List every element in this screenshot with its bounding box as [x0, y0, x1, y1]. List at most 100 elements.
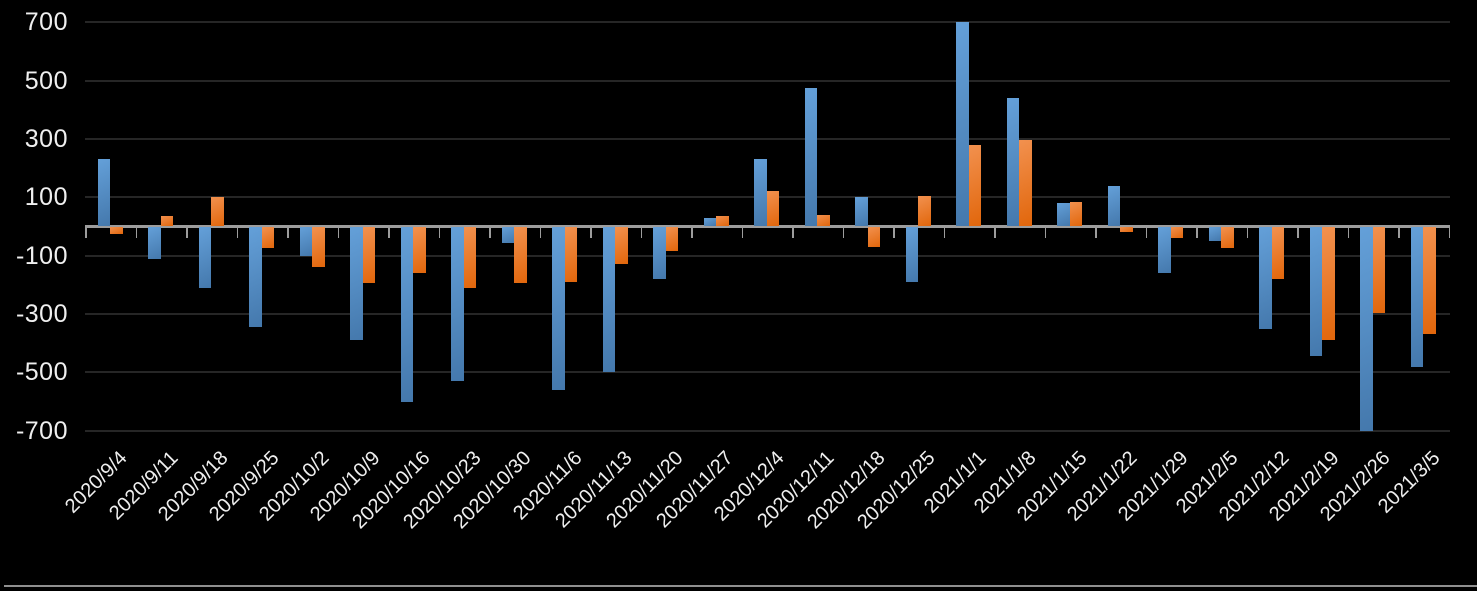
bar-series-blue-2020/12/25[interactable]: [905, 226, 919, 282]
x-axis-tick-mark: [135, 227, 138, 238]
bar-series-orange-2021/2/26[interactable]: [1372, 226, 1386, 313]
x-axis-tick-mark: [691, 227, 693, 238]
x-axis-tick-mark: [640, 227, 643, 238]
bar-series-orange-2020/11/27[interactable]: [716, 216, 729, 227]
bar-series-orange-2021/1/22[interactable]: [1120, 226, 1133, 233]
bar-series-blue-2020/9/11[interactable]: [148, 226, 161, 259]
bar-series-blue-2020/9/25[interactable]: [249, 226, 262, 328]
bar-series-blue-2021/2/5[interactable]: [1208, 226, 1222, 242]
y-axis-tick-label: -700: [15, 416, 68, 445]
gridline-y--300: [85, 313, 1450, 315]
bar-series-blue-2021/1/15[interactable]: [1057, 203, 1070, 227]
x-axis-tick-mark: [388, 227, 390, 238]
bar-series-orange-2021/2/5[interactable]: [1221, 226, 1234, 249]
bar-series-blue-2021/1/29[interactable]: [1158, 226, 1171, 274]
bar-series-blue-2020/12/18[interactable]: [855, 197, 868, 227]
chart-bottom-border: [4, 585, 1477, 588]
x-axis-tick-mark: [792, 227, 794, 238]
bar-series-blue-2020/10/30[interactable]: [501, 226, 515, 243]
x-axis-tick-mark: [943, 227, 946, 238]
bar-series-blue-2020/9/18[interactable]: [198, 226, 212, 288]
y-axis-tick-label: 300: [24, 124, 68, 153]
gridline-y-700: [85, 21, 1450, 24]
bar-series-orange-2021/1/29[interactable]: [1170, 226, 1184, 239]
gridline-y-300: [85, 137, 1450, 140]
x-axis-tick-mark: [741, 227, 744, 238]
bar-series-blue-2020/12/11[interactable]: [804, 87, 818, 227]
bar-series-orange-2020/11/20[interactable]: [665, 226, 679, 252]
gridline-y--500: [85, 371, 1450, 374]
bar-series-blue-2020/10/23[interactable]: [451, 226, 464, 382]
bar-series-blue-2020/10/16[interactable]: [400, 226, 414, 402]
y-axis-tick-label: 100: [24, 183, 68, 212]
bar-series-orange-2020/10/9[interactable]: [362, 226, 376, 284]
x-axis-tick-mark: [1448, 227, 1451, 238]
bar-series-blue-2021/2/19[interactable]: [1309, 226, 1323, 357]
x-axis-line: [85, 225, 1450, 228]
x-axis-tick-mark: [337, 227, 340, 238]
bar-series-blue-2020/11/27[interactable]: [703, 217, 717, 227]
bar-series-orange-2020/10/30[interactable]: [514, 226, 527, 284]
y-axis-tick-label: -500: [15, 358, 68, 387]
gridline-y-500: [85, 79, 1450, 82]
bar-series-blue-2020/10/9[interactable]: [350, 226, 363, 341]
x-axis-tick-mark: [539, 227, 542, 238]
bar-series-orange-2020/11/6[interactable]: [564, 226, 578, 282]
x-axis-tick-mark: [85, 227, 87, 238]
bar-series-orange-2020/12/11[interactable]: [817, 214, 830, 227]
x-axis-tick-mark: [1246, 227, 1249, 238]
bar-series-orange-2021/3/5[interactable]: [1423, 226, 1436, 335]
bar-series-orange-2020/10/2[interactable]: [312, 226, 325, 268]
bar-series-blue-2021/1/8[interactable]: [1006, 98, 1020, 227]
x-axis-tick-mark: [438, 227, 441, 238]
bar-series-blue-2020/9/4[interactable]: [97, 159, 111, 227]
bar-series-orange-2020/11/13[interactable]: [615, 226, 628, 265]
x-axis-tick-mark: [236, 227, 239, 238]
gridline-y--700: [85, 429, 1450, 432]
bar-series-orange-2020/9/11[interactable]: [160, 216, 174, 227]
x-axis-tick-mark: [994, 227, 996, 238]
bar-series-blue-2020/11/20[interactable]: [653, 226, 666, 279]
bar-series-blue-2021/1/1[interactable]: [956, 22, 969, 227]
bar-series-blue-2020/10/2[interactable]: [299, 226, 313, 256]
bar-series-blue-2020/12/4[interactable]: [754, 159, 767, 227]
x-axis-tick-mark: [287, 227, 289, 238]
bar-series-blue-2021/3/5[interactable]: [1410, 226, 1424, 367]
x-axis-tick-mark: [590, 227, 592, 238]
x-axis-tick-mark: [1297, 227, 1299, 238]
bar-series-orange-2020/9/18[interactable]: [211, 197, 224, 227]
bar-series-orange-2020/12/18[interactable]: [867, 226, 881, 247]
x-axis-tick-mark: [1196, 227, 1198, 238]
bar-series-orange-2021/2/19[interactable]: [1322, 226, 1335, 341]
bar-series-blue-2021/2/26[interactable]: [1360, 226, 1373, 431]
bar-series-orange-2020/9/25[interactable]: [261, 226, 275, 249]
x-axis-tick-mark: [1044, 227, 1047, 238]
x-axis-tick-mark: [1095, 227, 1097, 238]
x-axis-tick-mark: [1145, 227, 1148, 238]
bar-series-blue-2021/1/22[interactable]: [1107, 185, 1121, 227]
bar-series-orange-2020/12/4[interactable]: [766, 191, 780, 227]
y-axis-tick-label: 700: [24, 8, 68, 37]
x-axis-tick-mark: [186, 227, 188, 238]
bar-series-blue-2021/2/12[interactable]: [1259, 226, 1272, 329]
gridline-y--100: [85, 254, 1450, 257]
x-axis-tick-mark: [1398, 227, 1400, 238]
x-axis-tick-mark: [842, 227, 845, 238]
y-axis-tick-label: 500: [24, 66, 68, 95]
bar-series-orange-2021/1/1[interactable]: [968, 144, 982, 227]
y-axis-tick-label: -300: [15, 300, 68, 328]
bar-series-orange-2021/2/12[interactable]: [1271, 226, 1285, 279]
bar-series-blue-2020/11/6[interactable]: [552, 226, 565, 390]
bar-series-orange-2020/10/16[interactable]: [413, 226, 426, 274]
bar-series-orange-2020/10/23[interactable]: [463, 226, 477, 288]
x-axis-tick-mark: [893, 227, 895, 238]
y-axis-tick-label: -100: [15, 241, 68, 270]
x-axis-tick-mark: [1347, 227, 1350, 238]
bar-series-orange-2021/1/15[interactable]: [1069, 201, 1083, 227]
bar-series-orange-2020/9/4[interactable]: [110, 226, 123, 234]
bar-series-blue-2020/11/13[interactable]: [602, 226, 616, 373]
bar-series-orange-2020/12/25[interactable]: [918, 195, 931, 227]
x-axis-tick-mark: [489, 227, 491, 238]
bar-series-orange-2021/1/8[interactable]: [1019, 140, 1032, 227]
